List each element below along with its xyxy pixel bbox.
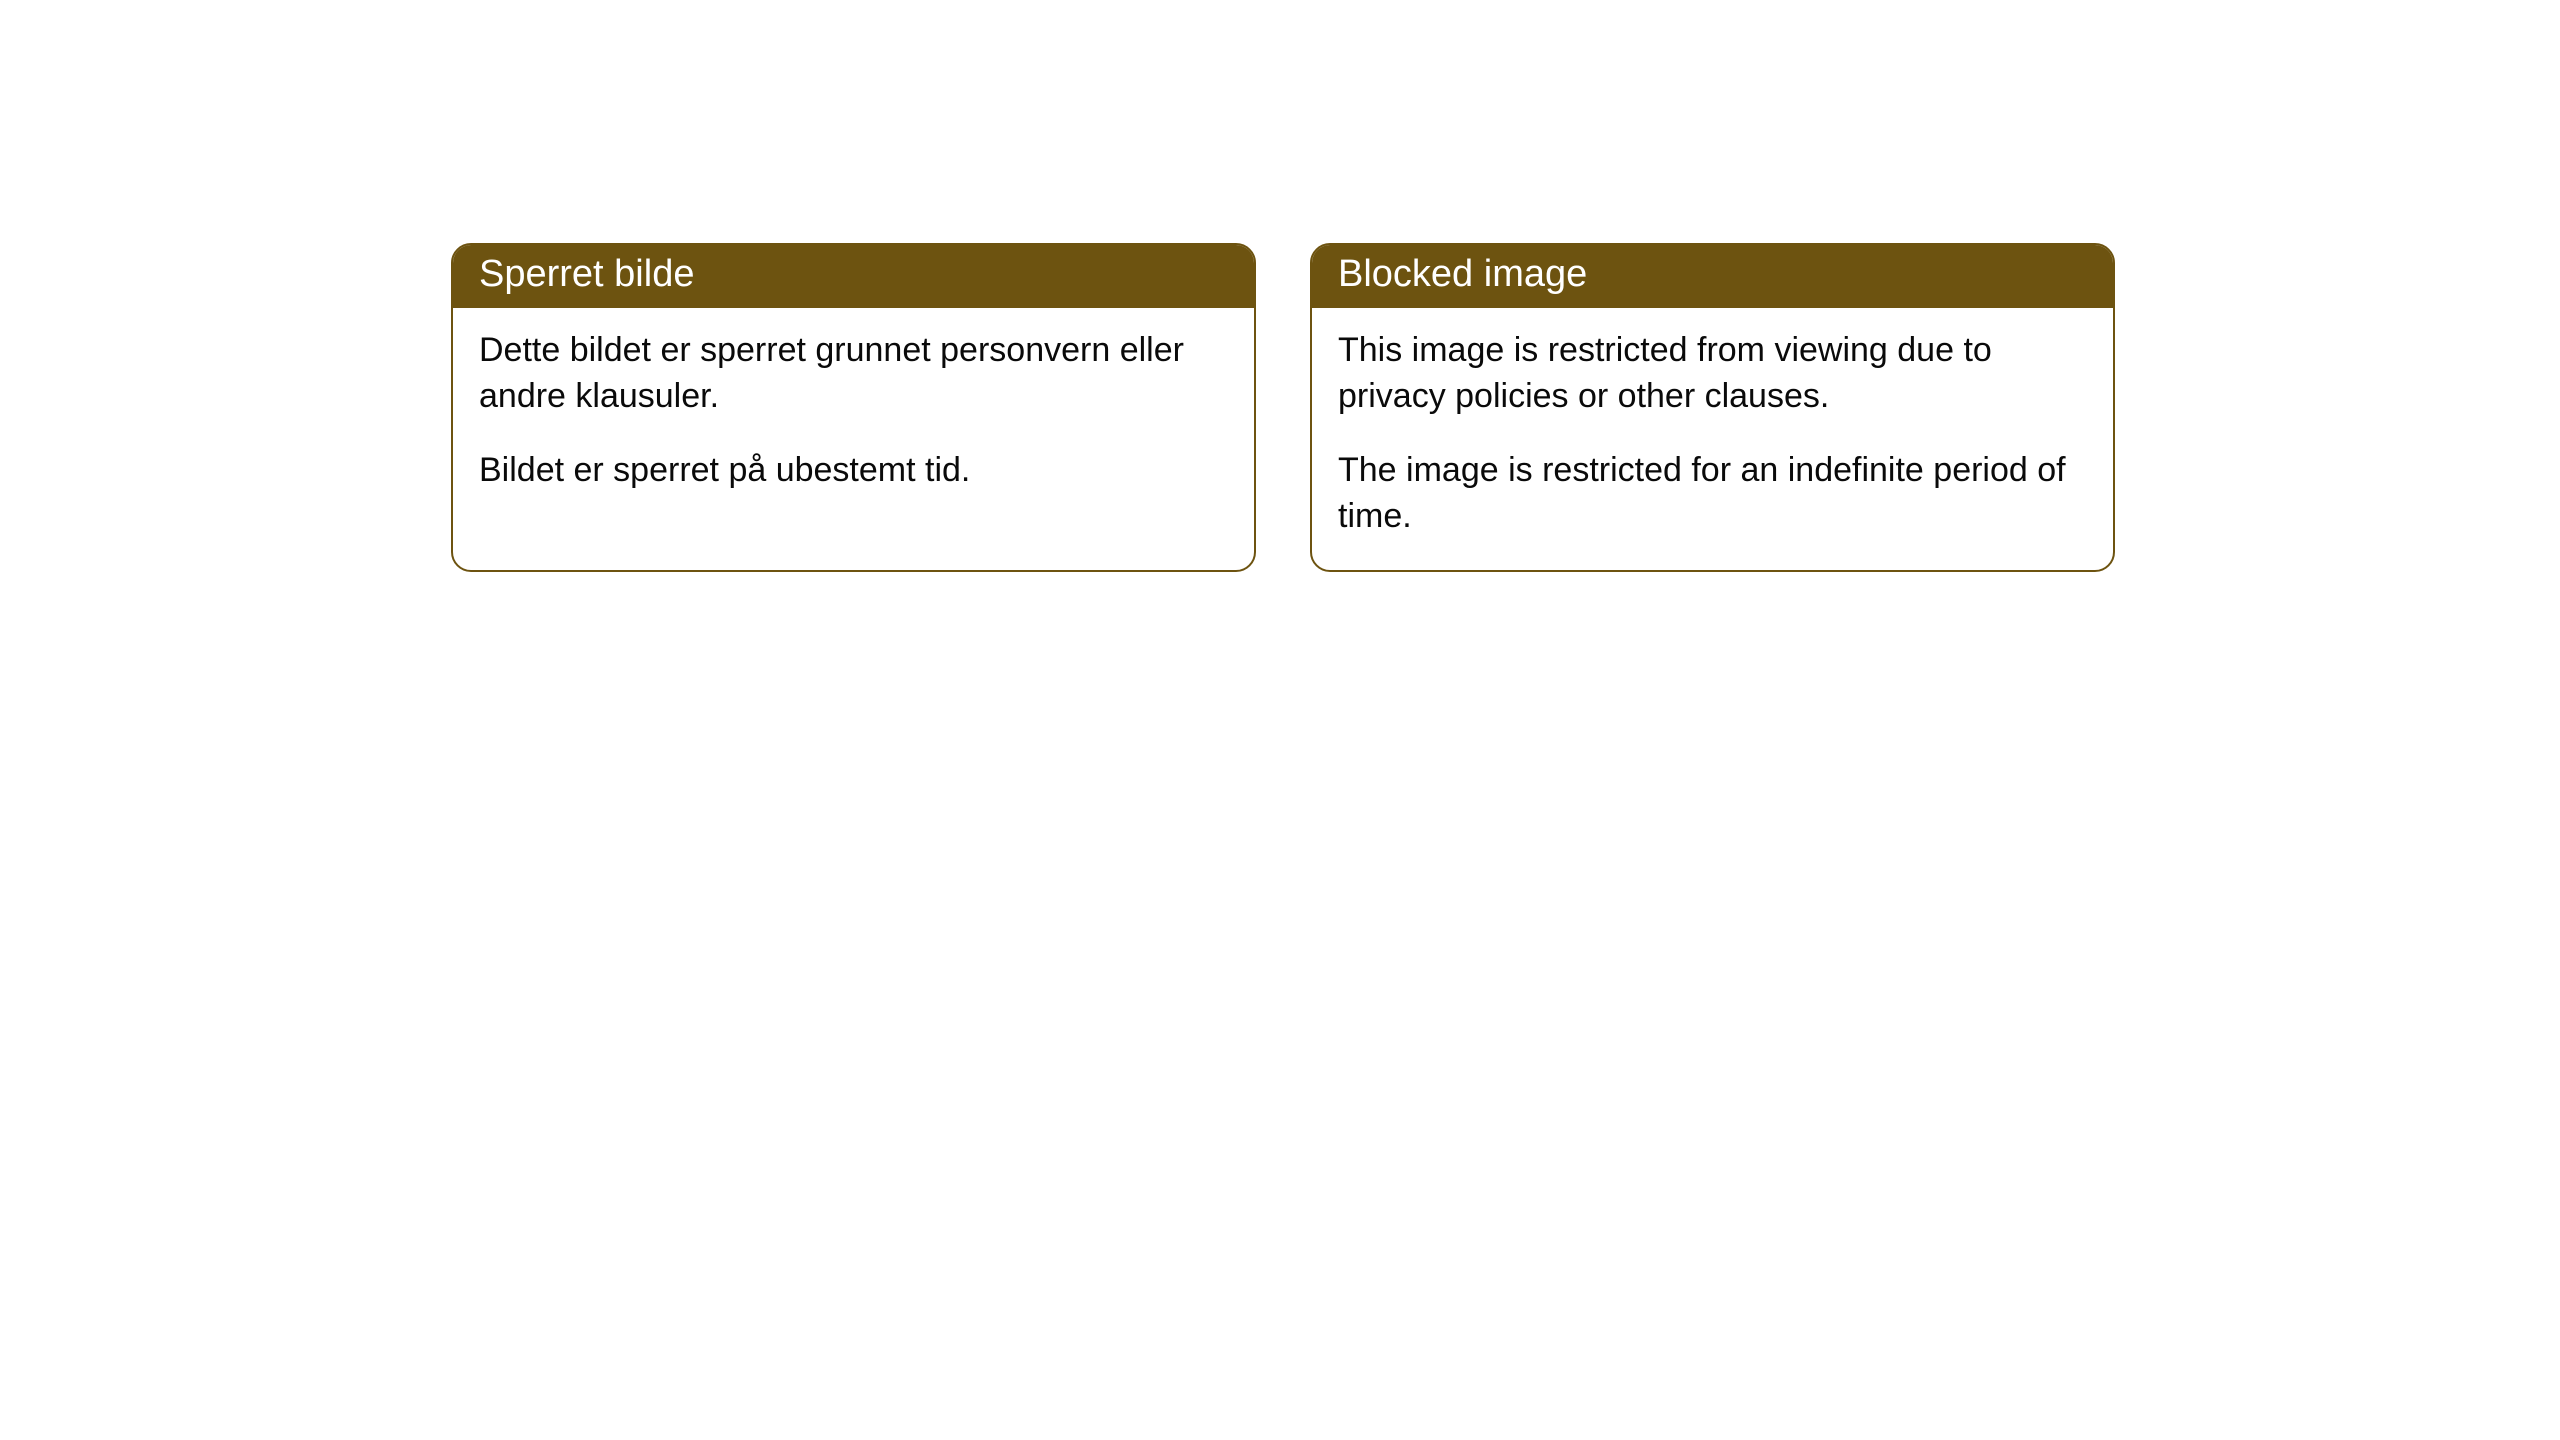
card-title: Blocked image [1312,245,2113,308]
card-body: This image is restricted from viewing du… [1312,308,2113,570]
card-paragraph: The image is restricted for an indefinit… [1338,448,2087,540]
card-paragraph: This image is restricted from viewing du… [1338,328,2087,420]
card-paragraph: Dette bildet er sperret grunnet personve… [479,328,1228,420]
card-paragraph: Bildet er sperret på ubestemt tid. [479,448,1228,494]
notice-cards-container: Sperret bilde Dette bildet er sperret gr… [0,0,2560,572]
blocked-image-card-norwegian: Sperret bilde Dette bildet er sperret gr… [451,243,1256,572]
blocked-image-card-english: Blocked image This image is restricted f… [1310,243,2115,572]
card-body: Dette bildet er sperret grunnet personve… [453,308,1254,524]
card-title: Sperret bilde [453,245,1254,308]
